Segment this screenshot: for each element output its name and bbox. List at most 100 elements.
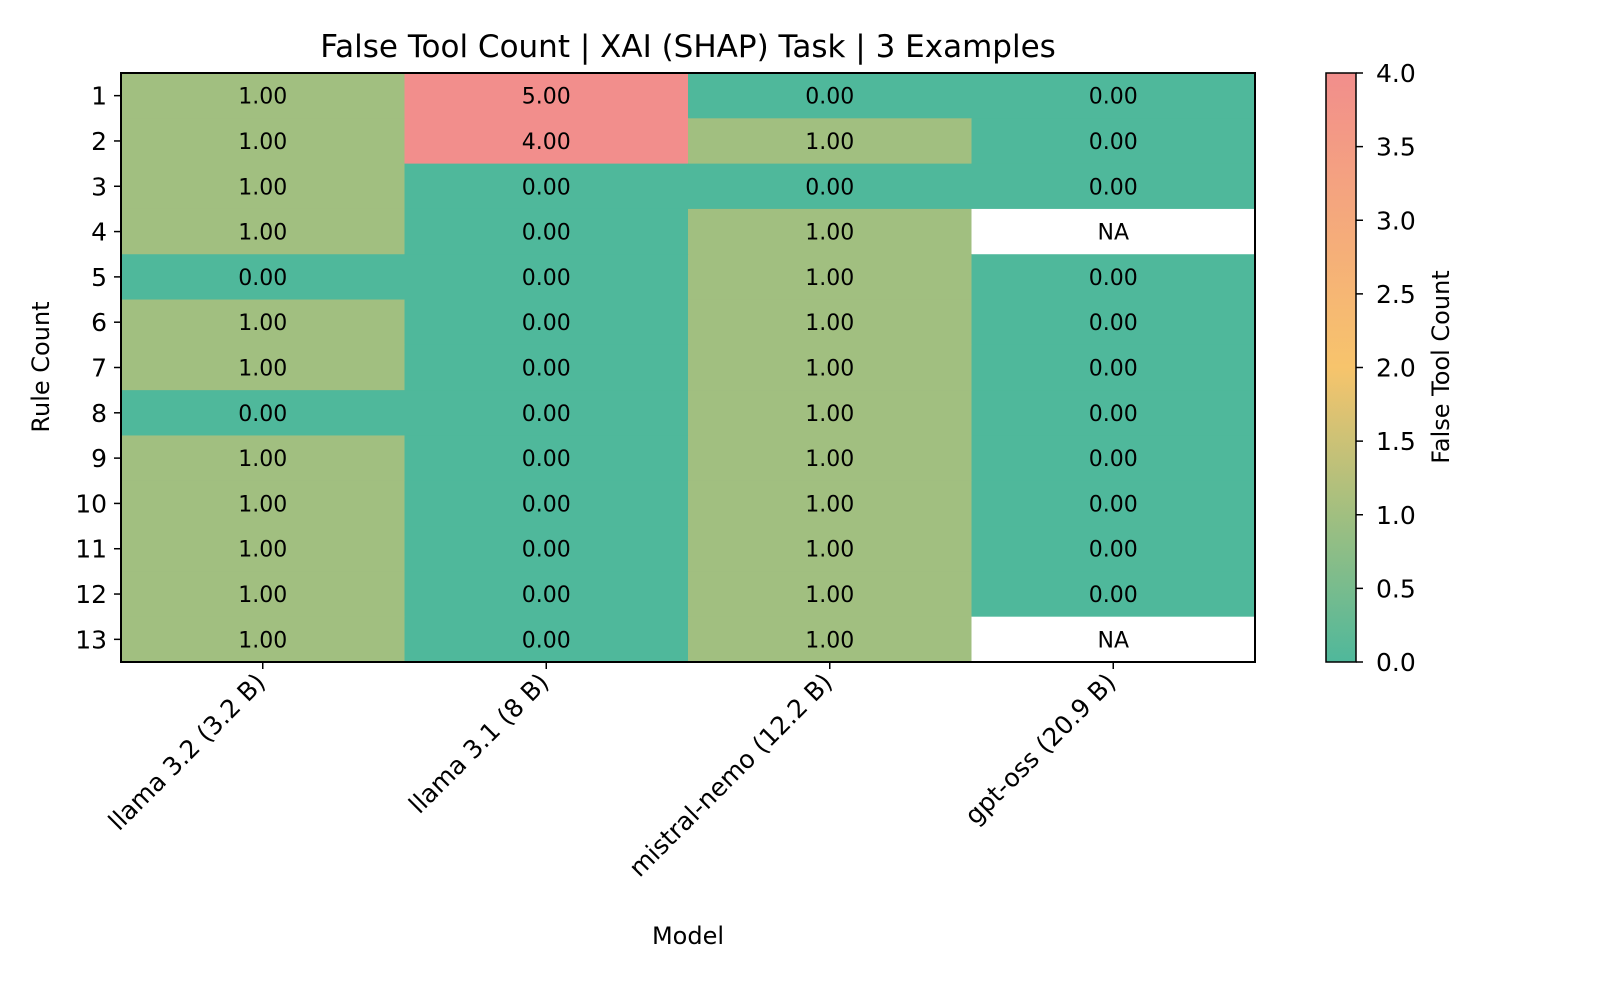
y-tick-label: 9 bbox=[91, 444, 107, 473]
colorbar-tick-label: 0.0 bbox=[1376, 648, 1416, 677]
cell-value-label: 0.00 bbox=[805, 85, 854, 110]
cell-value-label: 0.00 bbox=[522, 402, 571, 427]
heatmap-cell bbox=[404, 344, 689, 391]
heatmap-cell bbox=[688, 118, 973, 165]
cell-value-label: 0.00 bbox=[522, 538, 571, 563]
heatmap-cell-labels: 1.00 5.00 0.00 0.00 1.00 4.00 1.00 0.00 1.00 0.00… bbox=[238, 85, 1137, 654]
heatmap-cell bbox=[404, 163, 689, 210]
heatmap-cell bbox=[404, 390, 689, 437]
cell-value-label: 0.00 bbox=[1089, 492, 1138, 517]
heatmap-cell bbox=[971, 73, 1256, 119]
cell-value-label: NA bbox=[1097, 221, 1129, 246]
colorbar bbox=[1325, 72, 1357, 663]
colorbar-tick-label: 1.0 bbox=[1376, 501, 1416, 530]
x-tick-label: gpt-oss (20.9 B) bbox=[959, 668, 1121, 830]
cell-value-label: 0.00 bbox=[522, 175, 571, 200]
heatmap-cell bbox=[121, 480, 406, 527]
heatmap-cell bbox=[688, 73, 973, 119]
cell-value-label: 1.00 bbox=[805, 583, 854, 608]
cell-value-label: 0.00 bbox=[522, 357, 571, 382]
y-tick-label: 3 bbox=[91, 172, 107, 201]
cell-value-label: 1.00 bbox=[238, 538, 287, 563]
y-tick-label: 6 bbox=[91, 308, 107, 337]
x-axis-ticks: llama 3.2 (3.2 B) llama 3.1 (8 B) mistral-… bbox=[103, 662, 1121, 883]
cell-value-label: 1.00 bbox=[805, 628, 854, 653]
cell-value-label: 4.00 bbox=[522, 130, 571, 155]
cell-value-label: 1.00 bbox=[805, 311, 854, 336]
cell-value-label: 0.00 bbox=[522, 311, 571, 336]
heatmap-cell bbox=[971, 390, 1256, 437]
heatmap-cell bbox=[404, 208, 689, 255]
cell-value-label: 1.00 bbox=[805, 492, 854, 517]
heatmap-cell bbox=[121, 435, 406, 482]
heatmap-cell bbox=[971, 435, 1256, 482]
cell-value-label: 1.00 bbox=[805, 357, 854, 382]
heatmap-cell bbox=[971, 480, 1256, 527]
heatmap-cell bbox=[121, 344, 406, 391]
colorbar-tick-label: 2.5 bbox=[1376, 280, 1416, 309]
heatmap-cell bbox=[688, 616, 973, 663]
cell-value-label: 0.00 bbox=[1089, 311, 1138, 336]
heatmap-cell bbox=[121, 390, 406, 437]
cell-value-label: 0.00 bbox=[238, 402, 287, 427]
heatmap-cell bbox=[971, 254, 1256, 301]
y-tick-label: 1 bbox=[91, 82, 107, 111]
heatmap-cell bbox=[971, 616, 1256, 663]
cell-value-label: 1.00 bbox=[238, 130, 287, 155]
heatmap-cell bbox=[121, 118, 406, 165]
heatmap-cell bbox=[971, 344, 1256, 391]
cell-value-label: 0.00 bbox=[805, 175, 854, 200]
cell-value-label: 0.00 bbox=[522, 492, 571, 517]
cell-value-label: 0.00 bbox=[1089, 538, 1138, 563]
cell-value-label: 0.00 bbox=[1089, 266, 1138, 291]
colorbar-tick-label: 2.0 bbox=[1376, 354, 1416, 383]
colorbar-tick-label: 0.5 bbox=[1376, 574, 1416, 603]
heatmap-cell bbox=[404, 526, 689, 572]
colorbar-label: False Tool Count bbox=[1427, 270, 1455, 463]
colorbar-tick-label: 3.5 bbox=[1376, 133, 1416, 162]
heatmap-cell bbox=[688, 344, 973, 391]
heatmap-cell bbox=[121, 526, 406, 572]
cell-value-label: 1.00 bbox=[238, 311, 287, 336]
cell-value-label: 1.00 bbox=[805, 402, 854, 427]
heatmap-cell bbox=[971, 526, 1256, 572]
heatmap-cell bbox=[404, 616, 689, 663]
x-tick-label: llama 3.2 (3.2 B) bbox=[103, 668, 271, 836]
heatmap-cell bbox=[971, 299, 1256, 346]
x-tick-label: llama 3.1 (8 B) bbox=[403, 668, 554, 819]
cell-value-label: 0.00 bbox=[1089, 130, 1138, 155]
heatmap-cell bbox=[971, 208, 1256, 255]
cell-value-label: 0.00 bbox=[1089, 447, 1138, 472]
cell-value-label: NA bbox=[1097, 628, 1129, 653]
cell-value-label: 1.00 bbox=[238, 492, 287, 517]
y-tick-label: 12 bbox=[75, 580, 107, 609]
cell-value-label: 1.00 bbox=[238, 175, 287, 200]
heatmap-cell bbox=[688, 208, 973, 255]
heatmap-cell bbox=[404, 254, 689, 301]
cell-value-label: 0.00 bbox=[522, 221, 571, 246]
heatmap-cell bbox=[121, 571, 406, 618]
cell-value-label: 0.00 bbox=[1089, 402, 1138, 427]
heatmap-cell bbox=[688, 299, 973, 346]
heatmap-cell bbox=[121, 299, 406, 346]
cell-value-label: 0.00 bbox=[1089, 583, 1138, 608]
cell-value-label: 0.00 bbox=[1089, 85, 1138, 110]
cell-value-label: 1.00 bbox=[238, 221, 287, 246]
y-axis-label: Rule Count bbox=[27, 301, 55, 432]
heatmap-cell bbox=[404, 571, 689, 618]
cell-value-label: 1.00 bbox=[805, 266, 854, 291]
heatmap-cell bbox=[404, 435, 689, 482]
cell-value-label: 5.00 bbox=[522, 85, 571, 110]
colorbar-ticks: 0.0 0.5 1.0 1.5 2.0 2.5 3.0 3.5 4.0 bbox=[1356, 59, 1416, 677]
cell-value-label: 1.00 bbox=[238, 447, 287, 472]
heatmap-cell bbox=[121, 254, 406, 301]
cell-value-label: 1.00 bbox=[238, 628, 287, 653]
cell-value-label: 0.00 bbox=[522, 266, 571, 291]
y-tick-label: 2 bbox=[91, 127, 107, 156]
heatmap-cell bbox=[688, 526, 973, 572]
colorbar-tick-label: 4.0 bbox=[1376, 59, 1416, 88]
cell-value-label: 0.00 bbox=[238, 266, 287, 291]
heatmap-cell bbox=[404, 480, 689, 527]
